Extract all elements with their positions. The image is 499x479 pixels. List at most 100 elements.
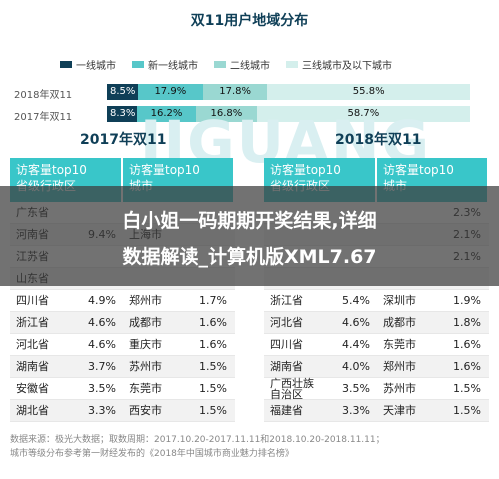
legend-swatch: [214, 61, 226, 68]
legend: 一线城市 新一线城市 二线城市 三线城市及以下城市: [60, 57, 392, 72]
table-cell: 3.3%: [342, 404, 370, 417]
legend-label: 二线城市: [230, 61, 270, 72]
overlay-banner: 白小姐一码期期开奖结果,详细 数据解读_计算机版XML7.67: [0, 186, 499, 286]
table-cell: 苏州市: [383, 382, 416, 395]
legend-item: 三线城市及以下城市: [286, 57, 392, 72]
table-cell: 湖南省: [16, 360, 49, 373]
legend-item: 二线城市: [214, 57, 270, 72]
table-cell: 东莞市: [383, 338, 416, 351]
stack-category-label: 2018年双11: [14, 90, 73, 101]
table-cell: 浙江省: [270, 294, 303, 307]
legend-swatch: [132, 61, 144, 68]
table-cell: 成都市: [129, 316, 162, 329]
table-row: 湖北省 3.3% 西安市 1.5%: [10, 400, 235, 422]
table-cell: 4.0%: [342, 360, 370, 373]
stack-category-label: 2017年双11: [14, 112, 73, 123]
table-cell: 1.5%: [199, 360, 227, 373]
year-title-2017: 2017年双11: [80, 132, 167, 148]
table-row: 湖南省 4.0% 郑州市 1.6%: [264, 356, 489, 378]
table-cell: 4.9%: [88, 294, 116, 307]
bar-segment: 17.8%: [202, 84, 268, 100]
table-cell: 1.6%: [453, 338, 481, 351]
legend-swatch: [60, 61, 72, 68]
table-cell: 1.5%: [453, 382, 481, 395]
source-line: 城市等级分布参考第一财经发布的《2018年中国城市商业魅力排名榜》: [10, 449, 294, 459]
bar-segment: 16.2%: [137, 106, 196, 122]
table-row: 广西壮族 自治区 3.5% 苏州市 1.5%: [264, 378, 489, 400]
source-line: 数据来源：极光大数据；取数周期：2017.10.20-2017.11.11和20…: [10, 435, 385, 445]
legend-swatch: [286, 61, 298, 68]
table-cell: 西安市: [129, 404, 162, 417]
stacked-bar: 8.3% 16.2% 16.8% 58.7%: [107, 106, 470, 122]
table-cell: 郑州市: [383, 360, 416, 373]
table-cell: 4.4%: [342, 338, 370, 351]
table-row: 浙江省 4.6% 成都市 1.6%: [10, 312, 235, 334]
table-cell: 1.5%: [199, 382, 227, 395]
table-cell: 东莞市: [129, 382, 162, 395]
table-cell: 天津市: [383, 404, 416, 417]
legend-label: 新一线城市: [148, 61, 198, 72]
bar-segment: 17.9%: [137, 84, 203, 100]
table-cell: 四川省: [270, 338, 303, 351]
banner-line: 数据解读_计算机版XML7.67: [122, 246, 377, 268]
table-row: 河北省 4.6% 成都市 1.8%: [264, 312, 489, 334]
legend-item: 新一线城市: [132, 57, 198, 72]
table-cell: 广西壮族 自治区: [270, 377, 314, 401]
table-cell: 苏州市: [129, 360, 162, 373]
table-row: 四川省 4.4% 东莞市 1.6%: [264, 334, 489, 356]
bar-segment: 16.8%: [195, 106, 257, 122]
year-title-2018: 2018年双11: [335, 132, 422, 148]
table-cell: 3.5%: [342, 382, 370, 395]
header-line: 访客量top10: [383, 163, 454, 177]
table-cell: 1.7%: [199, 294, 227, 307]
table-cell: 3.7%: [88, 360, 116, 373]
table-row: 湖南省 3.7% 苏州市 1.5%: [10, 356, 235, 378]
stacked-bar: 8.5% 17.9% 17.8% 55.8%: [107, 84, 470, 100]
table-cell: 4.6%: [342, 316, 370, 329]
chart-title: 双11用户地域分布: [190, 13, 309, 29]
table-cell: 湖北省: [16, 404, 49, 417]
bar-segment: 8.3%: [107, 106, 138, 122]
source-note: 数据来源：极光大数据；取数周期：2017.10.20-2017.11.11和20…: [10, 433, 385, 461]
table-row: 浙江省 5.4% 深圳市 1.9%: [264, 290, 489, 312]
table-cell: 浙江省: [16, 316, 49, 329]
table-cell: 1.5%: [453, 404, 481, 417]
table-cell: 湖南省: [270, 360, 303, 373]
bar-segment: 8.5%: [107, 84, 138, 100]
legend-label: 一线城市: [76, 61, 116, 72]
header-line: 访客量top10: [129, 163, 200, 177]
table-row: 安徽省 3.5% 东莞市 1.5%: [10, 378, 235, 400]
table-cell: 1.6%: [199, 316, 227, 329]
table-cell: 1.6%: [453, 360, 481, 373]
table-cell: 河北省: [16, 338, 49, 351]
table-cell: 4.6%: [88, 338, 116, 351]
table-cell: 安徽省: [16, 382, 49, 395]
table-cell: 5.4%: [342, 294, 370, 307]
stack-row-2017: 2017年双11 8.3% 16.2% 16.8% 58.7%: [0, 106, 499, 123]
bar-segment: 58.7%: [256, 106, 470, 122]
table-cell: 福建省: [270, 404, 303, 417]
table-cell: 1.5%: [199, 404, 227, 417]
table-cell: 深圳市: [383, 294, 416, 307]
table-cell: 郑州市: [129, 294, 162, 307]
table-cell: 重庆市: [129, 338, 162, 351]
table-row: 河北省 4.6% 重庆市 1.6%: [10, 334, 235, 356]
table-cell: 四川省: [16, 294, 49, 307]
table-cell: 成都市: [383, 316, 416, 329]
header-line: 访客量top10: [270, 163, 341, 177]
bar-segment: 55.8%: [267, 84, 470, 100]
table-cell: 1.9%: [453, 294, 481, 307]
table-cell: 4.6%: [88, 316, 116, 329]
banner-line: 白小姐一码期期开奖结果,详细: [122, 210, 377, 232]
legend-label: 三线城市及以下城市: [302, 61, 392, 72]
table-cell: 1.6%: [199, 338, 227, 351]
table-cell: 3.3%: [88, 404, 116, 417]
table-row: 福建省 3.3% 天津市 1.5%: [264, 400, 489, 422]
stack-row-2018: 2018年双11 8.5% 17.9% 17.8% 55.8%: [0, 84, 499, 101]
table-cell: 3.5%: [88, 382, 116, 395]
header-line: 访客量top10: [16, 163, 87, 177]
table-row: 四川省 4.9% 郑州市 1.7%: [10, 290, 235, 312]
legend-item: 一线城市: [60, 57, 116, 72]
table-cell: 河北省: [270, 316, 303, 329]
table-cell: 1.8%: [453, 316, 481, 329]
